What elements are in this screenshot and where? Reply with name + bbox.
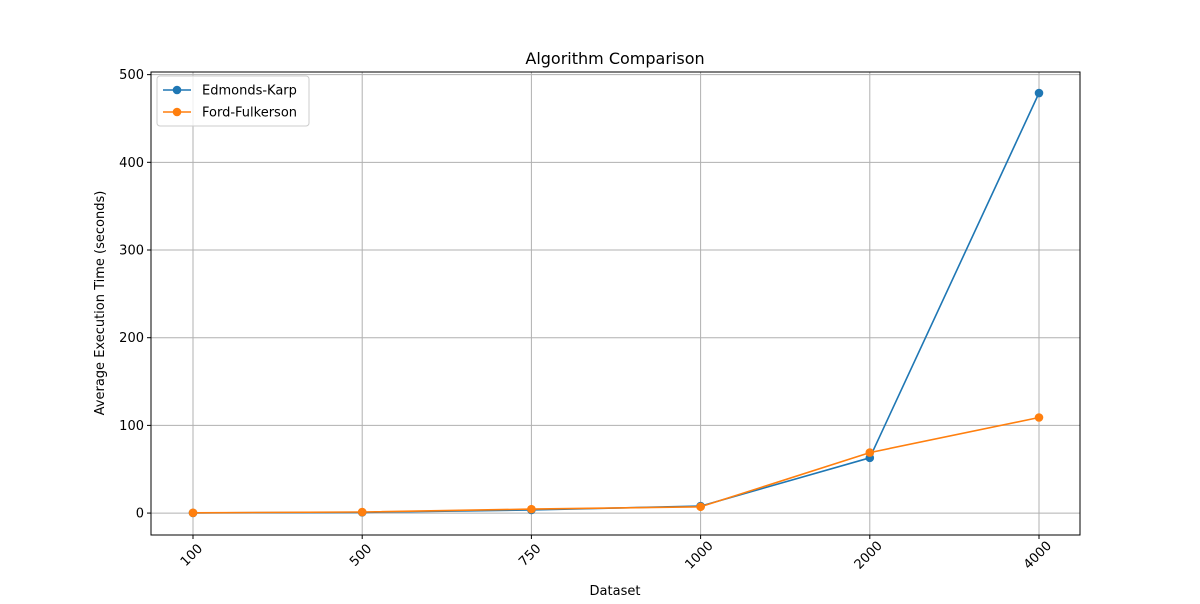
y-tick-label: 300 — [119, 244, 144, 259]
y-axis-label: Average Execution Time (seconds) — [93, 191, 108, 416]
y-tick-label: 500 — [119, 68, 144, 83]
data-point — [188, 508, 198, 518]
legend-entry: Edmonds-Karp — [163, 84, 297, 99]
x-axis-label: Dataset — [590, 584, 641, 599]
y-tick-label: 400 — [119, 156, 144, 171]
series-layer — [188, 88, 1044, 518]
plot-frame — [150, 71, 1081, 536]
y-tick-label: 100 — [119, 419, 144, 434]
data-point — [1034, 413, 1044, 422]
legend-entry: Ford-Fulkerson — [163, 106, 297, 121]
y-tick-label: 0 — [136, 507, 144, 522]
y-axis-ticks: 0 100 200 300 400 500 — [119, 68, 151, 522]
legend-marker — [172, 107, 182, 117]
data-point — [1034, 88, 1044, 98]
data-point — [865, 448, 875, 457]
data-point — [527, 504, 536, 514]
legend-label: Ford-Fulkerson — [202, 106, 297, 121]
chart-title: Algorithm Comparison — [525, 49, 704, 68]
data-point — [357, 507, 367, 517]
legend: Edmonds-Karp Ford-Fulkerson — [156, 75, 310, 127]
series-line — [192, 416, 1040, 514]
legend-entries: Edmonds-Karp Ford-Fulkerson — [163, 84, 297, 121]
series-ford-fulkerson — [188, 413, 1044, 518]
legend-label: Edmonds-Karp — [202, 84, 297, 99]
data-point — [696, 502, 705, 512]
grid — [151, 72, 1080, 535]
legend-box — [156, 75, 310, 127]
legend-marker — [172, 85, 182, 95]
y-tick-label: 200 — [119, 331, 144, 346]
